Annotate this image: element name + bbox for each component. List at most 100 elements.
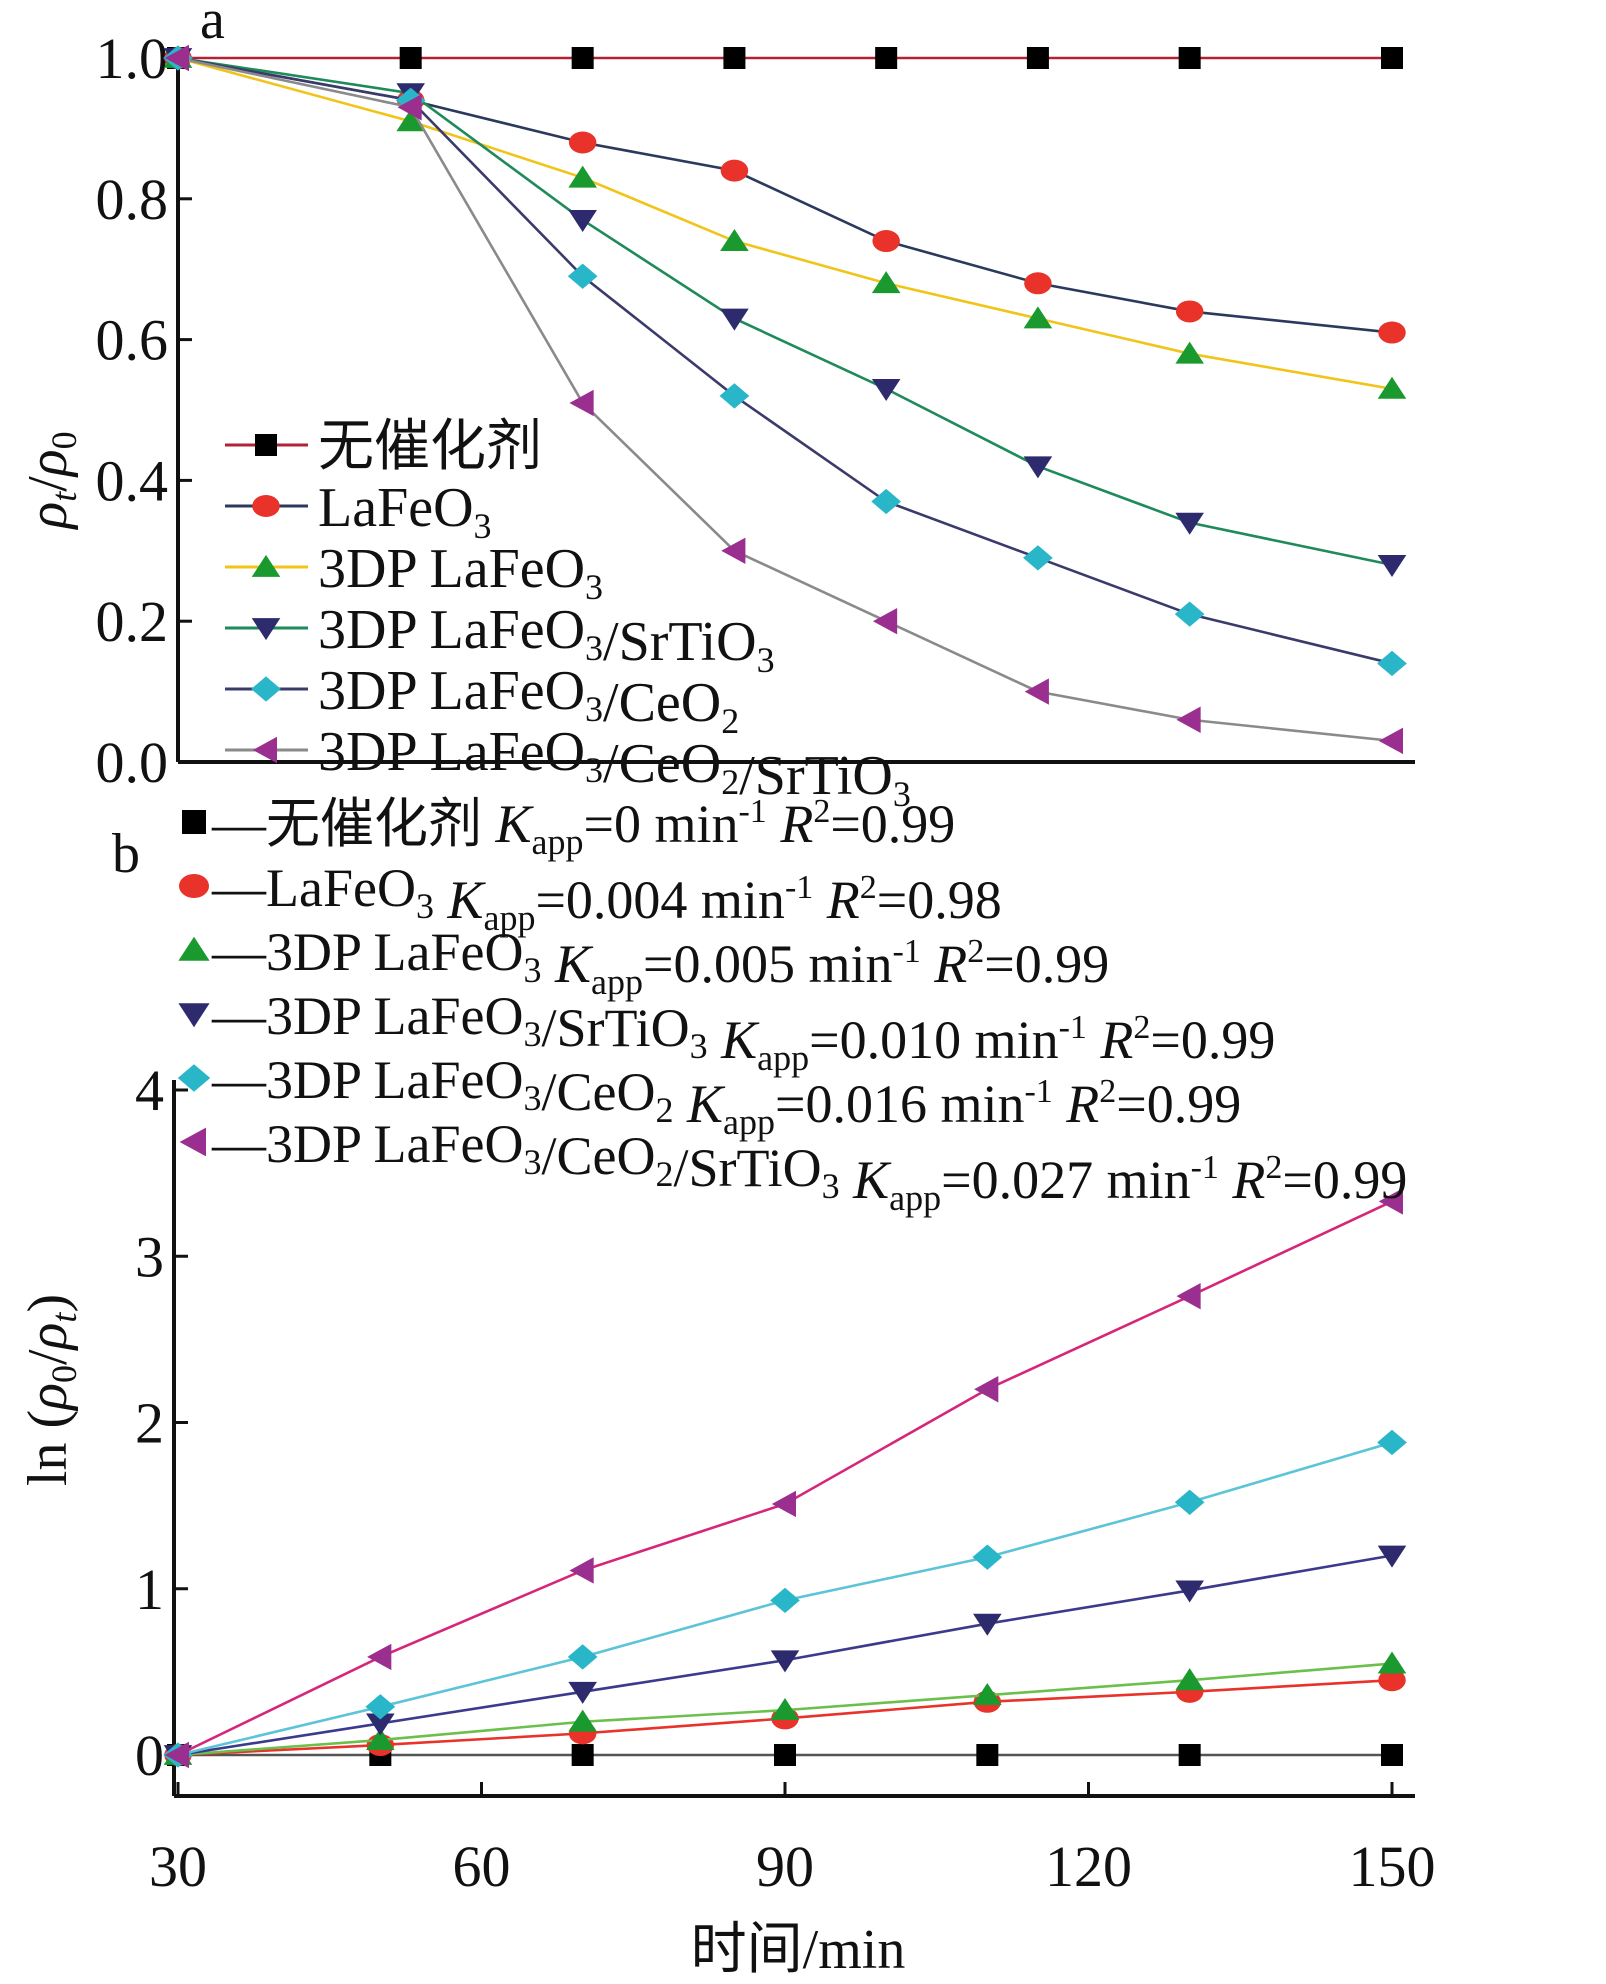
data-point [569, 1557, 594, 1584]
y-tick-label: 0.0 [96, 730, 169, 795]
data-point [1178, 1744, 1201, 1766]
legend-entry: 3DP LaFeO3/CeO2/SrTiO3 [225, 721, 911, 814]
data-point [1175, 341, 1204, 364]
data-point [1174, 601, 1205, 627]
data-point [569, 389, 594, 417]
legend-label: 3DP LaFeO3/CeO2/SrTiO3 [318, 721, 911, 814]
data-point [972, 1544, 1003, 1570]
data-point [774, 1744, 796, 1766]
data-point [976, 1744, 999, 1766]
data-point [1378, 1669, 1406, 1692]
data-point [872, 608, 898, 635]
data-point [1175, 512, 1204, 535]
panel-a-y-title: ρt/ρ0 [17, 431, 84, 530]
data-point [571, 1744, 594, 1766]
legend-entry: LaFeO3 [225, 477, 492, 546]
series-5 [164, 44, 1403, 755]
legend-marker [182, 810, 206, 834]
y-tick-label: 3 [135, 1224, 164, 1289]
series-5 [164, 1188, 1403, 1769]
series-2 [163, 45, 1407, 399]
y-tick-label: 0.4 [96, 448, 169, 513]
legend-label: LaFeO3 [318, 477, 492, 546]
data-point [871, 378, 901, 401]
data-point [1378, 727, 1403, 755]
data-point [1023, 545, 1053, 571]
data-point [872, 230, 900, 253]
legend-entry: 3DP LaFeO3/CeO2 [225, 660, 739, 741]
data-point [875, 47, 898, 69]
y-tick-label: 1.0 [96, 26, 169, 91]
x-tick-label: 60 [453, 1834, 511, 1899]
data-point [771, 1490, 796, 1518]
x-tick-label: 30 [149, 1834, 207, 1899]
panel-a-series [163, 44, 1407, 755]
y-tick-label: 1 [135, 1557, 164, 1622]
data-point [1023, 456, 1053, 479]
legend-marker [251, 676, 281, 702]
legend-marker [177, 1064, 211, 1092]
data-point [770, 1650, 800, 1673]
data-point [720, 228, 749, 251]
legend-marker [179, 874, 209, 898]
data-point [1178, 47, 1201, 69]
data-point [164, 44, 189, 72]
panel-a-label: a [200, 0, 225, 51]
panel-b-legend: —无催化剂 Kapp=0 min-1 R2=0.99—LaFeO3 Kapp=0… [177, 793, 1407, 1218]
data-point [973, 1683, 1002, 1706]
series-2 [163, 1651, 1407, 1765]
y-tick-label: 0.6 [96, 308, 169, 373]
data-point [568, 165, 597, 188]
data-point [1378, 1188, 1403, 1215]
data-point [720, 308, 749, 331]
data-point [1378, 321, 1406, 344]
y-tick-label: 0.2 [96, 589, 169, 654]
y-tick-label: 0 [135, 1723, 164, 1788]
data-point [366, 1727, 395, 1750]
data-point [1377, 376, 1407, 399]
data-point [1023, 306, 1053, 329]
legend-entry: 3DP LaFeO3/SrTiO3 [225, 599, 775, 680]
legend-label: —3DP LaFeO3 Kapp=0.005 min-1 R2=0.99 [211, 922, 1109, 1002]
data-point [396, 109, 425, 132]
x-tick-label: 120 [1045, 1834, 1132, 1899]
data-point [568, 1709, 597, 1732]
data-point [770, 1698, 800, 1721]
legend-entry: —3DP LaFeO3 Kapp=0.005 min-1 R2=0.99 [178, 922, 1109, 1002]
data-point [1175, 1668, 1204, 1691]
legend-marker [179, 1127, 206, 1157]
data-point [721, 537, 746, 564]
data-point [366, 1713, 395, 1736]
data-point [1024, 678, 1049, 705]
data-point [1176, 706, 1201, 733]
legend-entry: 无催化剂 [225, 416, 542, 478]
series-0 [167, 47, 1403, 69]
data-point [1377, 1545, 1407, 1568]
legend-marker [251, 618, 281, 641]
data-point [399, 47, 422, 69]
panel-b-series [163, 1188, 1407, 1769]
legend-entry: —无催化剂 Kapp=0 min-1 R2=0.99 [182, 793, 955, 862]
data-point [367, 1643, 392, 1671]
series-line [177, 56, 1393, 391]
data-point [1174, 1489, 1205, 1515]
data-point [770, 1587, 800, 1614]
data-point [1175, 300, 1204, 323]
data-point [164, 1741, 189, 1769]
legend-label: 无催化剂 [318, 416, 542, 478]
series-1 [164, 47, 1406, 344]
data-point [568, 1681, 597, 1704]
legend-marker [252, 495, 280, 517]
data-point [571, 47, 594, 69]
data-point [1381, 1744, 1403, 1766]
data-point [1026, 47, 1049, 69]
data-point [871, 271, 901, 294]
legend-label: 3DP LaFeO3 [318, 538, 603, 607]
legend-label: —LaFeO3 Kapp=0.004 min-1 R2=0.98 [211, 858, 1002, 938]
data-point [1175, 1580, 1204, 1603]
legend-marker [178, 936, 210, 961]
legend-entry: —3DP LaFeO3/SrTiO3 Kapp=0.010 min-1 R2=0… [178, 986, 1275, 1078]
series-3 [163, 1545, 1407, 1768]
data-point [365, 1694, 396, 1720]
